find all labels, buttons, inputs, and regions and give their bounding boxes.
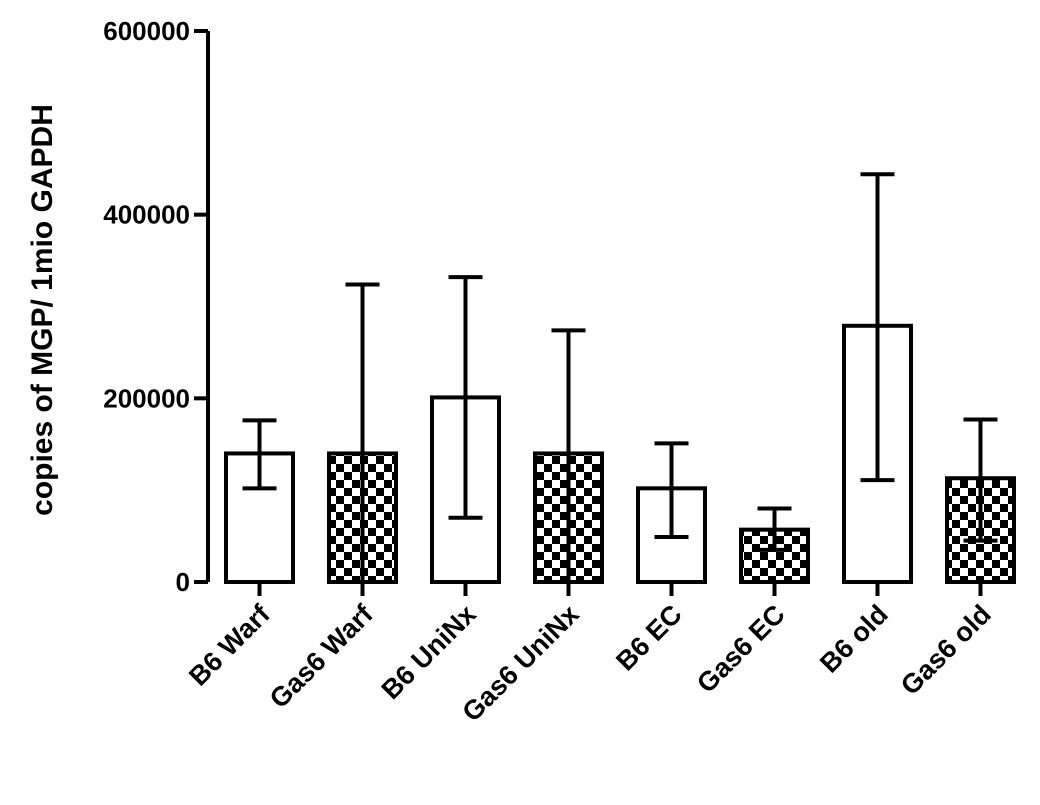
bars (224, 323, 1016, 585)
x-tick-label: Gas6 old (895, 599, 997, 701)
x-tick-label: B6 EC (610, 599, 687, 676)
y-ticks: 0 200000 400000 600000 (103, 16, 208, 597)
bar (739, 527, 810, 585)
y-axis-label: copies of MGP/ 1mio GAPDH (26, 104, 59, 516)
error-bars (242, 172, 998, 584)
y-tick-label: 600000 (103, 16, 190, 46)
y-tick-label: 200000 (103, 383, 190, 413)
x-tick-label: B6 Warf (183, 598, 276, 691)
x-tick-label: Gas6 Warf (264, 598, 380, 714)
x-tick-label: B6 UniNx (376, 599, 482, 705)
y-tick-label: 400000 (103, 200, 190, 230)
x-tick-label: B6 old (814, 599, 894, 679)
x-tick-label: Gas6 EC (691, 599, 791, 699)
y-tick-label: 0 (176, 567, 190, 597)
